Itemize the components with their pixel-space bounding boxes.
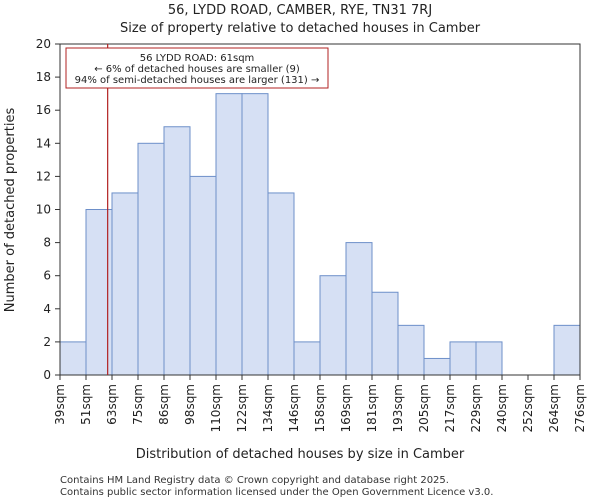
x-tick-label: 264sqm: [547, 384, 561, 432]
y-tick-label: 4: [43, 302, 51, 316]
x-tick-label: 217sqm: [443, 384, 457, 432]
bar-169sqm: [345, 242, 373, 376]
y-ticks: 0 2 4 6 8 10 12 14 16 18 20: [36, 37, 60, 382]
y-tick-label: 12: [36, 169, 51, 183]
annotation-line-2: ← 6% of detached houses are smaller (9): [94, 64, 300, 75]
x-tick-label: 158sqm: [313, 384, 327, 432]
y-tick-label: 2: [43, 335, 51, 349]
chart-subtitle: Size of property relative to detached ho…: [120, 21, 481, 36]
annotation-box: 56 LYDD ROAD: 61sqm ← 6% of detached hou…: [65, 47, 329, 89]
bar-122sqm: [241, 93, 269, 376]
footer-line-1: Contains HM Land Registry data © Crown c…: [60, 475, 449, 486]
footer-line-2: Contains public sector information licen…: [60, 487, 493, 498]
bar-181sqm: [371, 291, 399, 376]
y-tick-label: 6: [43, 269, 51, 283]
bar-217sqm: [449, 341, 477, 376]
x-tick-label: 110sqm: [209, 384, 223, 432]
x-tick-label: 39sqm: [53, 384, 67, 425]
x-tick-label: 122sqm: [235, 384, 249, 432]
y-tick-label: 8: [43, 236, 51, 250]
bar-86sqm: [163, 126, 191, 376]
bar-39sqm: [59, 341, 87, 376]
y-tick-label: 16: [36, 103, 51, 117]
x-tick-label: 146sqm: [287, 384, 301, 432]
x-tick-label: 193sqm: [391, 384, 405, 432]
x-ticks: 39sqm 51sqm 63sqm 75sqm 86sqm 98sqm 110sqm 122s…: [53, 375, 587, 432]
bars: [59, 93, 581, 376]
y-tick-label: 0: [43, 368, 51, 382]
y-tick-label: 20: [36, 37, 51, 51]
x-tick-label: 98sqm: [183, 384, 197, 425]
bar-229sqm: [475, 341, 503, 376]
chart-title: 56, LYDD ROAD, CAMBER, RYE, TN31 7RJ: [168, 3, 432, 18]
x-tick-label: 276sqm: [573, 384, 587, 432]
x-tick-label: 205sqm: [417, 384, 431, 432]
x-tick-label: 63sqm: [105, 384, 119, 425]
annotation-line-1: 56 LYDD ROAD: 61sqm: [140, 53, 255, 64]
x-tick-label: 240sqm: [495, 384, 509, 432]
bar-193sqm: [397, 324, 425, 376]
bar-134sqm: [267, 192, 295, 376]
x-tick-label: 229sqm: [469, 384, 483, 432]
x-tick-label: 169sqm: [339, 384, 353, 432]
y-axis-label: Number of detached properties: [3, 108, 18, 313]
x-tick-label: 181sqm: [365, 384, 379, 432]
x-tick-label: 134sqm: [261, 384, 275, 432]
y-tick-label: 10: [36, 203, 51, 217]
plot-frame: [59, 43, 581, 376]
x-tick-label: 51sqm: [79, 384, 93, 425]
bar-205sqm: [423, 357, 451, 376]
y-tick-label: 18: [36, 70, 51, 84]
x-tick-label: 86sqm: [157, 384, 171, 425]
bar-110sqm: [215, 93, 243, 376]
bar-98sqm: [189, 175, 217, 376]
annotation-line-3: 94% of semi-detached houses are larger (…: [75, 75, 320, 86]
bar-75sqm: [137, 142, 165, 376]
x-tick-label: 252sqm: [521, 384, 535, 432]
x-axis-label: Distribution of detached houses by size …: [136, 447, 465, 462]
bar-158sqm: [319, 275, 347, 376]
y-tick-label: 14: [36, 136, 51, 150]
x-tick-label: 75sqm: [131, 384, 145, 425]
bar-63sqm: [111, 192, 139, 376]
bar-146sqm: [293, 341, 321, 376]
bar-264sqm: [553, 324, 581, 376]
